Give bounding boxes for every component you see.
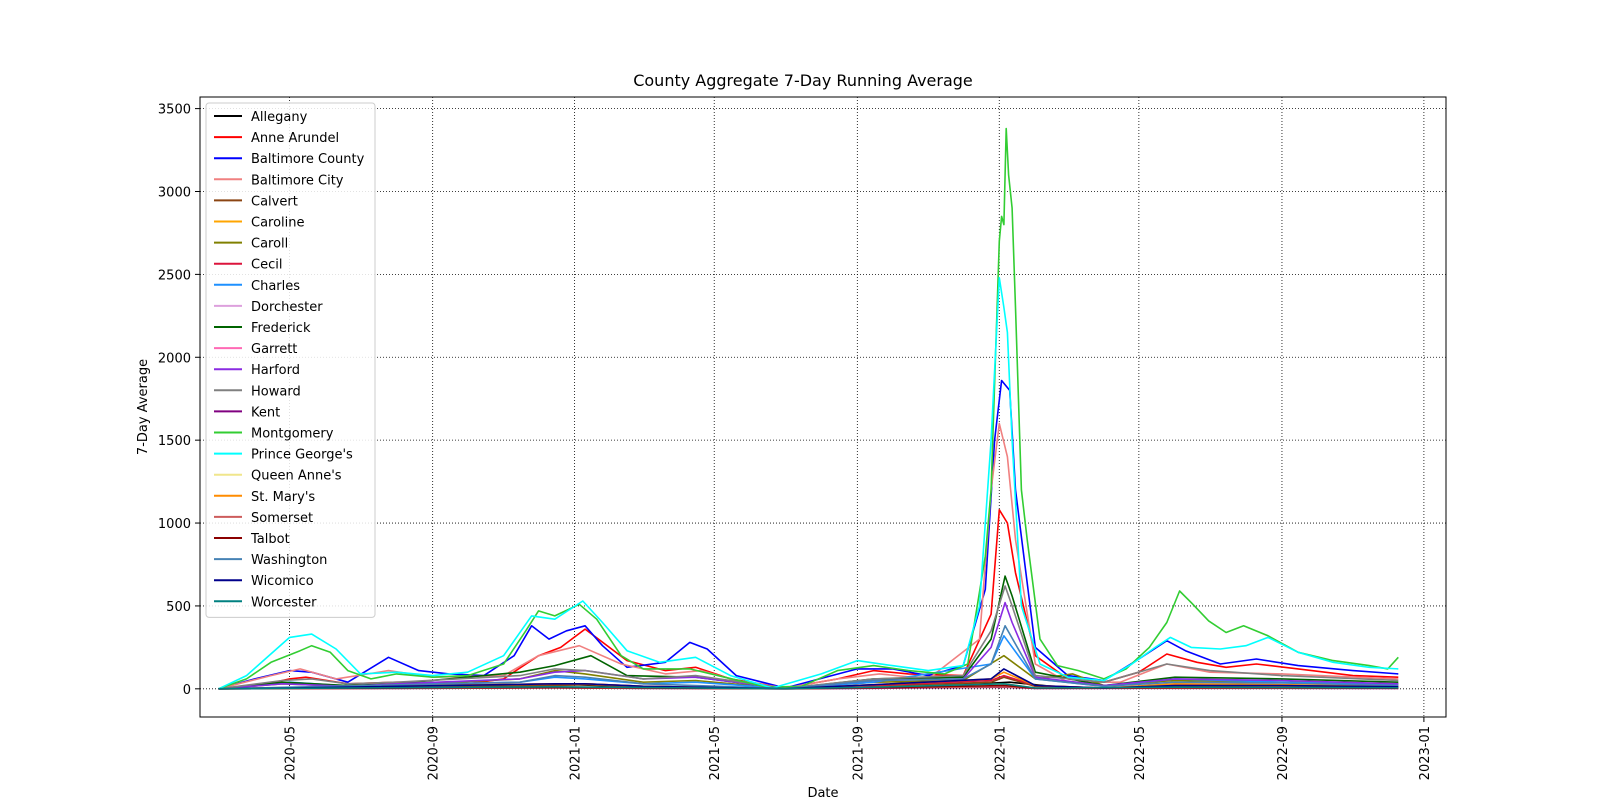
legend-label-allegany: Allegany	[251, 110, 308, 125]
legend-label-anne-arundel: Anne Arundel	[251, 131, 339, 146]
y-tick-label: 3000	[158, 185, 191, 200]
legend-label-queen-anne-s: Queen Anne's	[251, 469, 342, 484]
x-axis-label: Date	[807, 786, 838, 800]
legend-label-montgomery: Montgomery	[251, 427, 334, 442]
grid	[200, 97, 1446, 717]
y-tick-label: 1000	[158, 517, 191, 532]
series-line-wicomico	[218, 668, 1399, 690]
series-line-washington	[218, 625, 1399, 690]
chart-title: County Aggregate 7-Day Running Average	[633, 71, 973, 90]
data-lines	[218, 127, 1399, 690]
series-line-montgomery	[218, 127, 1399, 690]
y-tick-label: 3500	[158, 103, 191, 118]
legend-label-howard: Howard	[251, 384, 301, 399]
legend-label-talbot: Talbot	[250, 532, 290, 547]
y-tick-label: 2000	[158, 351, 191, 366]
series-line-howard	[218, 585, 1399, 690]
x-tick-label: 2021-09	[851, 726, 866, 780]
x-tick-label: 2022-01	[993, 726, 1008, 780]
legend-label-baltimore-county: Baltimore County	[251, 152, 365, 167]
legend-label-kent: Kent	[251, 405, 280, 420]
legend-label-charles: Charles	[251, 279, 300, 294]
series-line-prince-george-s	[218, 276, 1399, 690]
x-tick-label: 2023-01	[1418, 726, 1433, 780]
x-axis-ticks: 2020-05 2020-09 2021-01 2021-05 2021-09 2022-…	[284, 717, 1433, 780]
y-axis-label: 7-Day Average	[136, 359, 151, 455]
legend-label-st-mary-s: St. Mary's	[251, 490, 315, 505]
x-tick-label: 2022-05	[1133, 726, 1148, 780]
legend: Allegany Anne Arundel Baltimore County Balt…	[205, 102, 376, 618]
x-tick-label: 2020-09	[427, 726, 442, 780]
legend-label-harford: Harford	[251, 363, 300, 378]
y-tick-label: 2500	[158, 268, 191, 283]
x-tick-label: 2020-05	[284, 726, 299, 780]
legend-label-worcester: Worcester	[251, 595, 317, 610]
y-tick-label: 0	[183, 683, 191, 698]
legend-label-wicomico: Wicomico	[251, 574, 314, 589]
legend-label-dorchester: Dorchester	[251, 300, 323, 315]
legend-label-caroline: Caroline	[251, 216, 305, 231]
legend-label-prince-george-s: Prince George's	[251, 448, 353, 463]
legend-label-calvert: Calvert	[251, 194, 298, 209]
y-axis-ticks: 0 500 1000 1500 2000 2500 3000 3500	[158, 103, 200, 698]
legend-label-caroll: Caroll	[251, 237, 288, 252]
legend-label-washington: Washington	[251, 553, 327, 568]
x-tick-label: 2022-09	[1276, 726, 1291, 780]
legend-label-frederick: Frederick	[251, 321, 311, 336]
y-tick-label: 500	[166, 600, 191, 615]
x-tick-label: 2021-01	[569, 726, 584, 780]
series-line-worcester	[218, 683, 1399, 690]
legend-label-baltimore-city: Baltimore City	[251, 173, 344, 188]
y-tick-label: 1500	[158, 434, 191, 449]
legend-label-cecil: Cecil	[251, 258, 282, 273]
plot-area-frame	[199, 96, 1447, 718]
x-tick-label: 2021-05	[708, 726, 723, 780]
legend-label-garrett: Garrett	[251, 342, 297, 357]
legend-box	[205, 102, 376, 618]
legend-label-somerset: Somerset	[251, 511, 313, 526]
